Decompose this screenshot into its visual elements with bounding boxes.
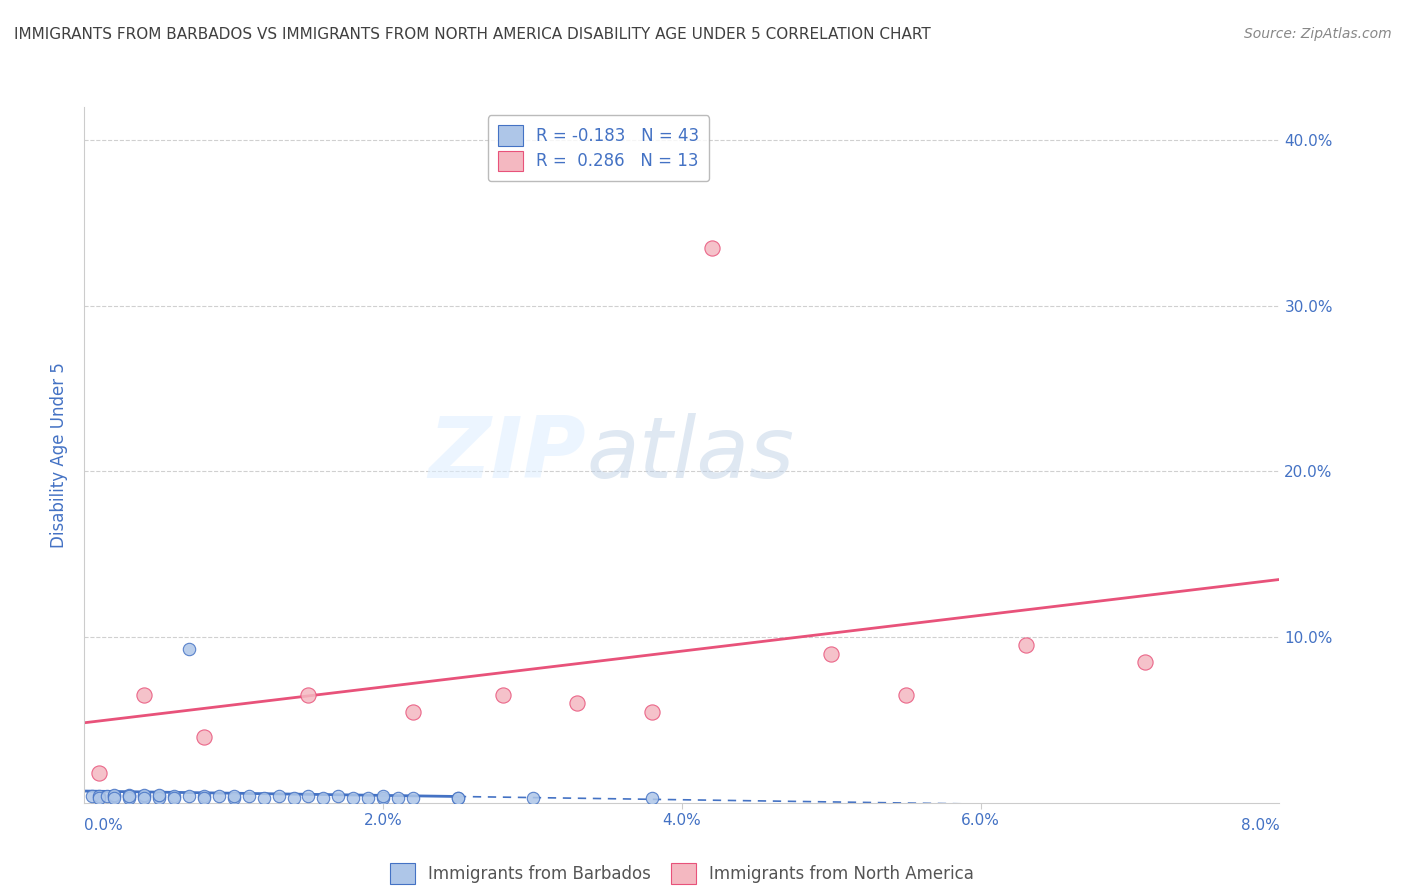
Point (193, 790, 215, 805)
Point (89, 790, 111, 805)
Point (297, 789, 319, 804)
Point (163, 790, 186, 805)
Point (193, 789, 215, 804)
Point (177, 789, 200, 804)
Point (522, 790, 544, 805)
Point (148, 790, 170, 805)
Point (148, 788, 170, 802)
Point (641, 790, 664, 805)
Point (89, 789, 111, 804)
Point (297, 688, 319, 702)
Point (1014, 639, 1036, 653)
Point (342, 790, 364, 805)
Point (492, 688, 515, 702)
Point (222, 789, 245, 804)
Text: ZIP: ZIP (429, 413, 586, 497)
Text: 0.0%: 0.0% (84, 818, 124, 832)
Text: 8.0%: 8.0% (1240, 818, 1279, 832)
Point (402, 705, 425, 719)
Point (253, 790, 276, 805)
Point (118, 789, 141, 804)
Point (163, 789, 186, 804)
Point (132, 688, 156, 702)
Point (132, 789, 156, 804)
Point (447, 790, 470, 805)
Point (103, 788, 125, 802)
Point (238, 789, 260, 804)
Text: atlas: atlas (586, 413, 794, 497)
Point (118, 788, 141, 802)
Point (132, 790, 156, 805)
Point (103, 789, 125, 804)
Y-axis label: Disability Age Under 5: Disability Age Under 5 (51, 362, 69, 548)
Point (402, 790, 425, 805)
Point (132, 788, 156, 802)
Point (118, 790, 141, 805)
Point (96, 789, 118, 804)
Point (357, 790, 380, 805)
Point (371, 790, 394, 805)
Point (103, 790, 125, 805)
Legend: Immigrants from Barbados, Immigrants from North America: Immigrants from Barbados, Immigrants fro… (381, 855, 983, 892)
Point (328, 789, 350, 804)
Point (371, 789, 394, 804)
Point (148, 789, 170, 804)
Text: Source: ZipAtlas.com: Source: ZipAtlas.com (1244, 27, 1392, 41)
Point (312, 790, 335, 805)
Point (820, 647, 842, 661)
Point (641, 705, 664, 719)
Point (177, 641, 200, 656)
Point (1133, 655, 1156, 669)
Point (567, 697, 589, 711)
Point (700, 241, 723, 255)
Point (387, 790, 409, 805)
Point (80, 789, 103, 804)
Point (89, 766, 111, 780)
Point (208, 789, 231, 804)
Point (222, 790, 245, 805)
Text: IMMIGRANTS FROM BARBADOS VS IMMIGRANTS FROM NORTH AMERICA DISABILITY AGE UNDER 5: IMMIGRANTS FROM BARBADOS VS IMMIGRANTS F… (14, 27, 931, 42)
Point (193, 730, 215, 744)
Point (894, 688, 917, 702)
Point (267, 789, 290, 804)
Point (118, 789, 141, 804)
Point (283, 790, 305, 805)
Point (447, 790, 470, 805)
